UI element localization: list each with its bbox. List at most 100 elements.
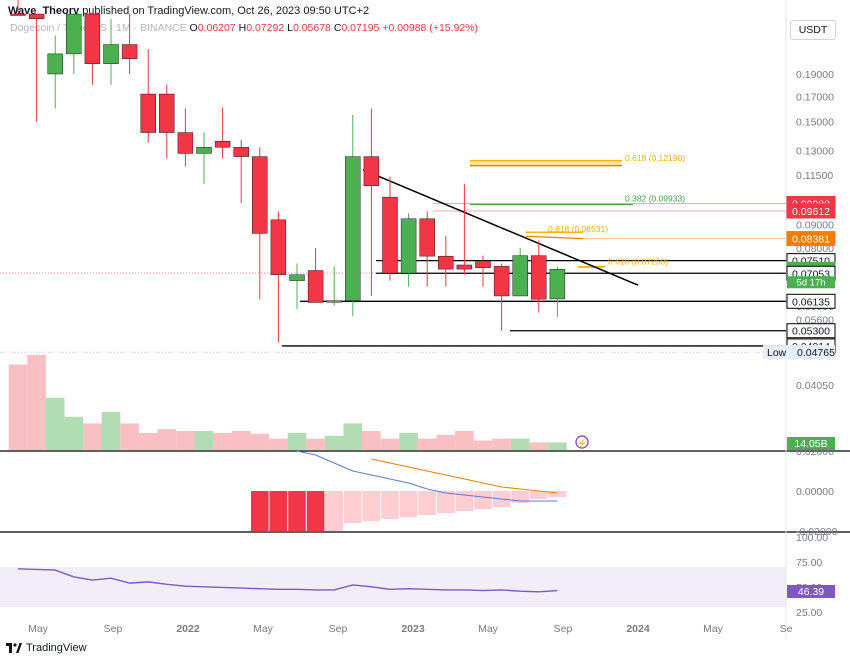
publish-header: Wave_Theory published on TradingView.com… — [8, 5, 369, 17]
close-value: 0.07195 — [341, 22, 380, 34]
fib-label: 0.618 (0.07250) — [608, 257, 668, 267]
currency-button[interactable]: USDT — [790, 20, 836, 40]
volume-bar — [324, 435, 344, 450]
volume-bar — [269, 438, 288, 450]
open-value: 0.06207 — [197, 22, 236, 34]
macd-histogram-bar — [492, 491, 511, 507]
candle-body — [252, 156, 268, 234]
candle-body — [345, 156, 361, 302]
volume-bar — [250, 433, 270, 450]
author-name: Wave_Theory — [8, 5, 80, 17]
candle-body — [326, 300, 342, 303]
candle-body — [307, 270, 324, 303]
volume-bar — [343, 423, 363, 450]
volume-bar — [120, 423, 139, 450]
time-tick-label: Sep — [554, 623, 573, 635]
price-tick-label: 0.17000 — [796, 91, 834, 103]
price-level-tag — [786, 338, 836, 354]
time-tick-label: May — [253, 623, 274, 635]
volume-bar — [473, 440, 493, 450]
macd-histogram-bar — [530, 491, 548, 499]
fib-label: 0.618 (0.08531) — [548, 224, 608, 234]
volume-bar — [380, 438, 400, 450]
rsi-line — [17, 568, 558, 593]
price-level-tag — [786, 323, 836, 339]
volume-bar — [83, 423, 102, 450]
time-tick-label: May — [703, 623, 724, 635]
candle-body — [214, 141, 231, 148]
price-level-tag — [786, 253, 836, 269]
low-marker-value: 0.04765 — [797, 347, 835, 359]
time-tick-label: May — [478, 623, 499, 635]
rsi-value-tag — [787, 585, 835, 598]
macd-histogram-bar — [269, 491, 288, 531]
price-level-tag-text: 0.07053 — [792, 268, 830, 280]
volume-bar — [157, 429, 177, 450]
volume-bar — [436, 434, 456, 450]
price-level-tag-text: 0.07195 — [792, 264, 830, 276]
volume-value-tag — [787, 437, 835, 450]
volume-bar — [64, 416, 84, 450]
volume-bar — [417, 438, 437, 450]
volume-bar — [455, 431, 474, 450]
candle-body — [493, 266, 510, 297]
volume-bar — [8, 364, 28, 450]
rsi-band — [0, 567, 786, 607]
fib-zone-upper — [470, 160, 622, 166]
candle-body — [233, 147, 249, 157]
price-level-tag-text: 0.04914 — [792, 341, 830, 353]
rsi-tick-label: 50.00 — [796, 582, 822, 594]
price-tick-label: 0.04950 — [796, 339, 834, 351]
candle-body — [270, 219, 287, 275]
lightning-event-glyph: ⚡ — [577, 438, 587, 448]
volume-bar — [529, 442, 549, 450]
countdown-tag — [787, 276, 835, 289]
macd-histogram-bar — [325, 491, 343, 531]
tradingview-logo-icon — [6, 643, 22, 653]
candle-body — [159, 93, 175, 133]
change-value: +0.00988 (+15.92%) — [382, 22, 479, 34]
price-level-tag — [786, 261, 836, 277]
macd-histogram-bar — [306, 491, 325, 531]
low-marker-bg — [763, 345, 835, 360]
candle-body — [382, 196, 398, 274]
candle-body — [363, 156, 380, 186]
volume-bar — [306, 438, 325, 450]
high-value: 0.07292 — [246, 22, 285, 34]
low-marker-label: Low — [767, 347, 787, 359]
fib-line-mid-b — [525, 235, 584, 240]
time-tick-label: 2023 — [401, 623, 425, 635]
time-tick-label: 2022 — [176, 623, 200, 635]
time-tick-label: 2024 — [626, 623, 650, 635]
price-tick-label: 0.15000 — [796, 117, 834, 129]
price-level-tag-text: 0.06135 — [792, 296, 830, 308]
candle-body — [549, 269, 566, 300]
volume-bar — [399, 432, 418, 450]
volume-value-text: 14.05B — [794, 438, 827, 450]
candle-body — [419, 218, 435, 257]
volume-bar — [510, 438, 530, 450]
macd-tick-label: 0.02000 — [796, 446, 834, 458]
footer: TradingView — [6, 642, 87, 654]
rsi-value-text: 46.39 — [798, 586, 824, 598]
macd-histogram-bar — [288, 491, 306, 531]
rsi-tick-label: 75.00 — [796, 557, 822, 569]
macd-histogram-bar — [381, 491, 399, 519]
volume-bar — [213, 432, 232, 450]
candle-body — [289, 274, 305, 281]
price-tick-label: 0.11500 — [796, 170, 833, 182]
volume-bar — [138, 432, 158, 450]
price-tick-label: 0.13000 — [796, 145, 834, 157]
volume-bar — [45, 397, 65, 450]
price-tick-label: 0.04050 — [796, 380, 834, 392]
rsi-tick-label: 100.00 — [796, 532, 828, 544]
price-level-tag-text: 0.09612 — [792, 206, 830, 218]
volume-bar — [231, 431, 251, 450]
price-tick-label: 0.05600 — [796, 315, 834, 327]
price-level-tag — [786, 195, 836, 211]
volume-bar — [287, 432, 307, 450]
candle-body — [177, 132, 194, 154]
macd-histogram-bar — [548, 491, 567, 497]
price-level-tag-text: 0.07510 — [792, 256, 830, 268]
